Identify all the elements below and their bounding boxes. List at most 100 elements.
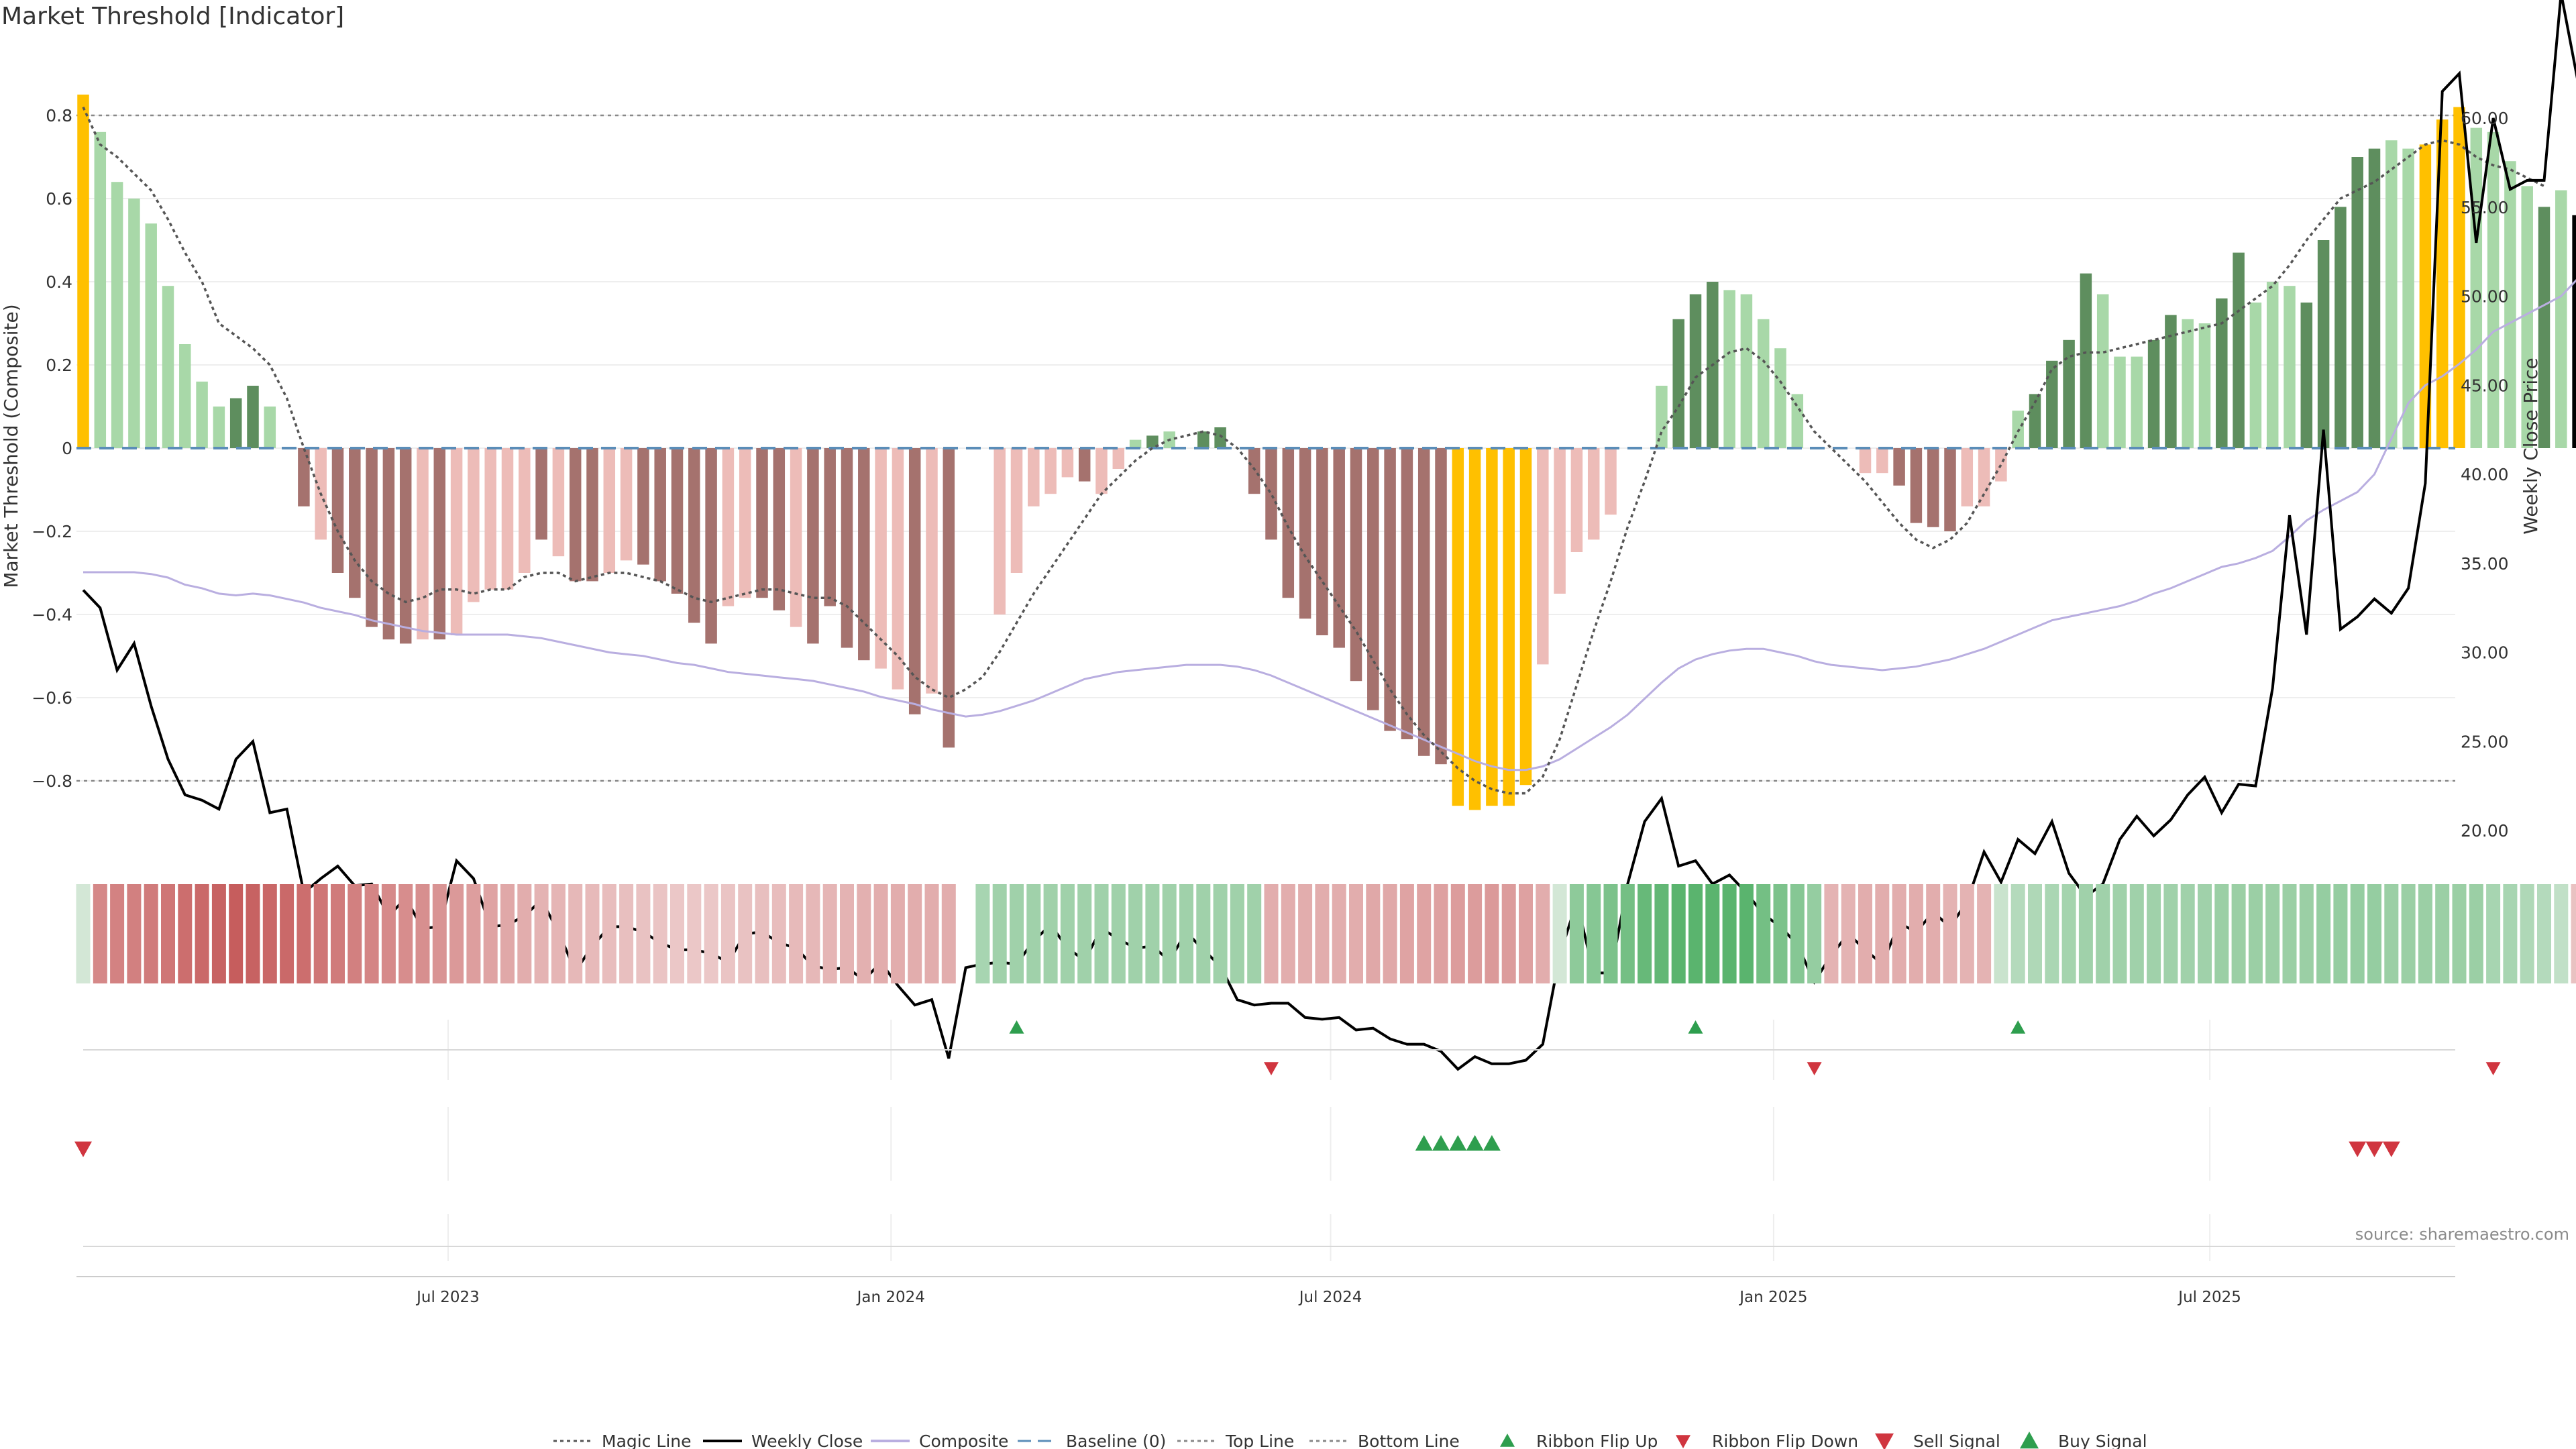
- composite-bar: [2402, 148, 2414, 448]
- legend-swatch: [2020, 1432, 2039, 1449]
- ribbon-cell: [2214, 884, 2229, 983]
- ribbon-cell: [297, 884, 311, 983]
- composite-bar: [1587, 448, 1600, 540]
- composite-bar: [2198, 323, 2211, 448]
- ribbon-cell: [1468, 884, 1483, 983]
- sell-signal-marker: [2365, 1141, 2383, 1157]
- y-tick-label: −0.4: [32, 605, 72, 625]
- ribbon-cell: [1858, 884, 1872, 983]
- ribbon-cell: [2163, 884, 2178, 983]
- ribbon-cell: [975, 884, 990, 983]
- composite-bar: [1570, 448, 1583, 552]
- ribbon-cell: [1383, 884, 1397, 983]
- ribbon-cell: [280, 884, 294, 983]
- ribbon-cell: [1603, 884, 1618, 983]
- composite-bar: [247, 386, 259, 448]
- composite-bar: [349, 448, 361, 598]
- ribbon-cell: [1111, 884, 1126, 983]
- composite-bar: [2504, 161, 2516, 448]
- ribbon-cell: [1094, 884, 1109, 983]
- ribbon-cell: [1875, 884, 1890, 983]
- ribbon-cell: [2147, 884, 2161, 983]
- composite-bar: [450, 448, 463, 635]
- legend-label: Weekly Close: [751, 1432, 863, 1449]
- y2-axis-label: Weekly Close Price: [2520, 358, 2542, 534]
- ribbon-cell: [2096, 884, 2110, 983]
- ribbon-flip-down-marker: [1264, 1062, 1279, 1075]
- grid-lines: [76, 114, 2455, 1261]
- ribbon-cell: [398, 884, 413, 983]
- ribbon-cell: [2180, 884, 2195, 983]
- legend-label: Magic Line: [602, 1432, 692, 1449]
- x-tick-label: Jul 2023: [415, 1289, 480, 1306]
- ribbon-cell: [789, 884, 804, 983]
- ribbon-cell: [1213, 884, 1228, 983]
- composite-bar: [2419, 144, 2432, 448]
- composite-bar: [2487, 131, 2500, 449]
- ribbon-cell: [347, 884, 362, 983]
- ribbon-cell: [1247, 884, 1262, 983]
- composite-bar: [1197, 431, 1210, 448]
- composite-bar: [1044, 448, 1057, 494]
- y-tick-label: 0.8: [46, 106, 72, 125]
- composite-bar: [2538, 207, 2551, 448]
- ribbon-cell: [720, 884, 735, 983]
- y-tick-label: 0.2: [46, 356, 72, 375]
- ribbon-cell: [2520, 884, 2534, 983]
- ribbon-cell: [2486, 884, 2501, 983]
- composite-bar: [1384, 448, 1396, 731]
- ribbon-cell: [1162, 884, 1177, 983]
- composite-bar: [1010, 448, 1023, 573]
- ribbon-cell: [110, 884, 125, 983]
- ribbon-cell: [1179, 884, 1193, 983]
- composite-bar: [2572, 215, 2576, 448]
- legend-swatch: [1676, 1435, 1690, 1448]
- ribbon-cell: [483, 884, 498, 983]
- ribbon-cell: [2198, 884, 2212, 983]
- composite-bars: [76, 95, 2576, 810]
- buy-signal-marker: [1483, 1135, 1501, 1151]
- composite-bar: [1876, 448, 1888, 474]
- buy-signal-marker: [1466, 1135, 1484, 1151]
- legend-label: Buy Signal: [2058, 1432, 2147, 1449]
- ribbon-cell: [1349, 884, 1363, 983]
- y-tick-label: 0: [62, 439, 72, 458]
- composite-bar: [1672, 319, 1684, 448]
- legend-label: Top Line: [1225, 1432, 1294, 1449]
- composite-bar: [1468, 448, 1481, 810]
- ribbon-cell: [415, 884, 430, 983]
- ribbon-cell: [890, 884, 905, 983]
- ribbon-cell: [771, 884, 786, 983]
- composite-bar: [2284, 286, 2296, 448]
- ribbon-cell: [2299, 884, 2314, 983]
- x-tick-label: Jul 2024: [1298, 1289, 1362, 1306]
- y2-tick-label: 45.00: [2461, 376, 2509, 395]
- composite-bar: [2233, 252, 2245, 448]
- ribbon-cell: [704, 884, 718, 983]
- composite-bar: [1656, 386, 1668, 448]
- composite-bar: [2216, 298, 2228, 448]
- ribbon-cell: [1281, 884, 1295, 983]
- sell-signal-marker: [2349, 1141, 2367, 1157]
- y2-tick-label: 55.00: [2461, 198, 2509, 217]
- composite-bar: [688, 448, 700, 623]
- ribbon-cell: [585, 884, 600, 983]
- ribbon-flip-down-marker: [1807, 1062, 1822, 1075]
- ribbon-cell: [2282, 884, 2297, 983]
- ribbon-cell: [1399, 884, 1414, 983]
- y2-tick-label: 35.00: [2461, 554, 2509, 574]
- ribbon-cell: [1332, 884, 1346, 983]
- ribbon-cell: [2401, 884, 2416, 983]
- composite-bar: [501, 448, 514, 590]
- composite-bar: [484, 448, 496, 590]
- ribbon-cell: [1756, 884, 1771, 983]
- composite-bar: [926, 448, 938, 694]
- composite-bar: [2385, 140, 2398, 448]
- ribbon-cell: [2316, 884, 2331, 983]
- legend-label: Bottom Line: [1358, 1432, 1460, 1449]
- ribbon-cell: [1043, 884, 1058, 983]
- composite-bar: [1689, 294, 1702, 448]
- x-tick-label: Jan 2024: [856, 1289, 925, 1306]
- composite-bar: [1299, 448, 1311, 619]
- composite-bar: [2096, 294, 2109, 448]
